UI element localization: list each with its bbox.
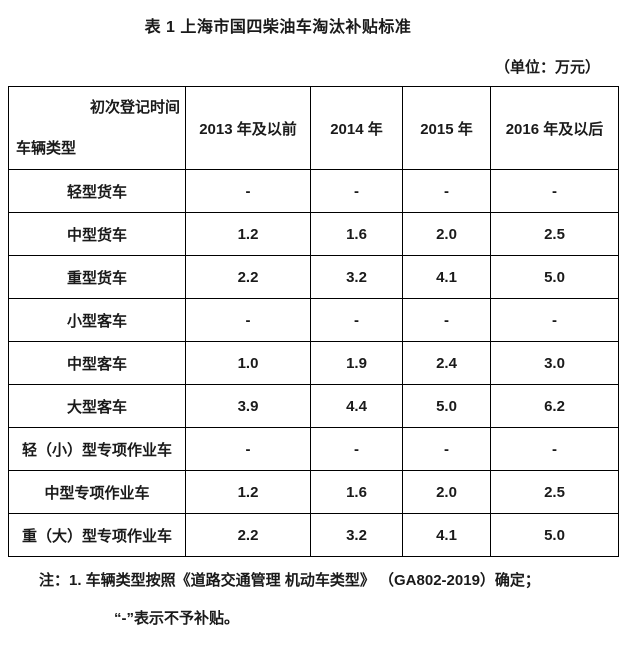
table-row: 中型货车 1.2 1.6 2.0 2.5: [8, 212, 619, 256]
value-cell: 3.0: [490, 341, 619, 385]
value-cell: 1.6: [310, 212, 403, 256]
row-label-cell: 大型客车: [8, 384, 186, 428]
row-label-cell: 轻型货车: [8, 169, 186, 213]
table-row: 重型货车 2.2 3.2 4.1 5.0: [8, 255, 619, 299]
value-cell: 4.1: [402, 513, 491, 557]
page-title: 表 1 上海市国四柴油车淘汰补贴标准: [144, 19, 412, 36]
row-label-cell: 重（大）型专项作业车: [8, 513, 186, 557]
row-label-cell: 轻（小）型专项作业车: [8, 427, 186, 471]
value-cell: -: [402, 169, 491, 213]
value-cell: 3.9: [185, 384, 311, 428]
subsidy-table: 初次登记时间 车辆类型 2013 年及以前 2014 年 2015 年 2016…: [8, 86, 619, 557]
table-row: 重（大）型专项作业车 2.2 3.2 4.1 5.0: [8, 513, 619, 557]
corner-header-cell: 初次登记时间 车辆类型: [8, 86, 186, 170]
value-cell: 2.5: [490, 470, 619, 514]
value-cell: -: [185, 298, 311, 342]
table-row: 大型客车 3.9 4.4 5.0 6.2: [8, 384, 619, 428]
value-cell: 1.6: [310, 470, 403, 514]
value-cell: -: [185, 427, 311, 471]
row-label-cell: 中型货车: [8, 212, 186, 256]
value-cell: 4.1: [402, 255, 491, 299]
value-cell: 2.2: [185, 513, 311, 557]
value-cell: 2.5: [490, 212, 619, 256]
value-cell: 1.2: [185, 470, 311, 514]
value-cell: -: [310, 298, 403, 342]
value-cell: -: [490, 169, 619, 213]
value-cell: -: [402, 427, 491, 471]
corner-label-vehicle-type: 车辆类型: [16, 140, 77, 157]
value-cell: 5.0: [402, 384, 491, 428]
value-cell: -: [490, 427, 619, 471]
value-cell: 3.2: [310, 513, 403, 557]
col-header-2013: 2013 年及以前: [185, 86, 311, 170]
value-cell: -: [402, 298, 491, 342]
value-cell: 5.0: [490, 255, 619, 299]
value-cell: 5.0: [490, 513, 619, 557]
row-label-cell: 小型客车: [8, 298, 186, 342]
value-cell: 1.0: [185, 341, 311, 385]
footnotes: 注：1. 车辆类型按照《道路交通管理 机动车类型》 （GA802-2019）确定…: [0, 569, 628, 628]
value-cell: -: [310, 169, 403, 213]
value-cell: 6.2: [490, 384, 619, 428]
value-cell: 1.2: [185, 212, 311, 256]
value-cell: 4.4: [310, 384, 403, 428]
table-row: 轻型货车 - - - -: [8, 169, 619, 213]
value-cell: 3.2: [310, 255, 403, 299]
corner-label-registration-time: 初次登记时间: [89, 99, 180, 116]
table-row: 中型专项作业车 1.2 1.6 2.0 2.5: [8, 470, 619, 514]
value-cell: 2.2: [185, 255, 311, 299]
value-cell: 2.0: [402, 470, 491, 514]
value-cell: -: [185, 169, 311, 213]
value-cell: 2.0: [402, 212, 491, 256]
footnote-dash-meaning: “-”表示不予补贴。: [114, 610, 239, 627]
value-cell: 2.4: [402, 341, 491, 385]
value-cell: -: [310, 427, 403, 471]
col-header-2014: 2014 年: [310, 86, 403, 170]
row-label-cell: 中型专项作业车: [8, 470, 186, 514]
col-header-2015: 2015 年: [402, 86, 491, 170]
table-row: 中型客车 1.0 1.9 2.4 3.0: [8, 341, 619, 385]
row-label-cell: 重型货车: [8, 255, 186, 299]
row-label-cell: 中型客车: [8, 341, 186, 385]
unit-label: （单位：万元）: [494, 59, 600, 76]
value-cell: 1.9: [310, 341, 403, 385]
value-cell: -: [490, 298, 619, 342]
table-header-row: 初次登记时间 车辆类型 2013 年及以前 2014 年 2015 年 2016…: [8, 86, 619, 170]
table-row: 轻（小）型专项作业车 - - - -: [8, 427, 619, 471]
col-header-2016: 2016 年及以后: [490, 86, 619, 170]
footnote-vehicle-type: 注：1. 车辆类型按照《道路交通管理 机动车类型》 （GA802-2019）确定…: [39, 572, 540, 589]
table-row: 小型客车 - - - -: [8, 298, 619, 342]
